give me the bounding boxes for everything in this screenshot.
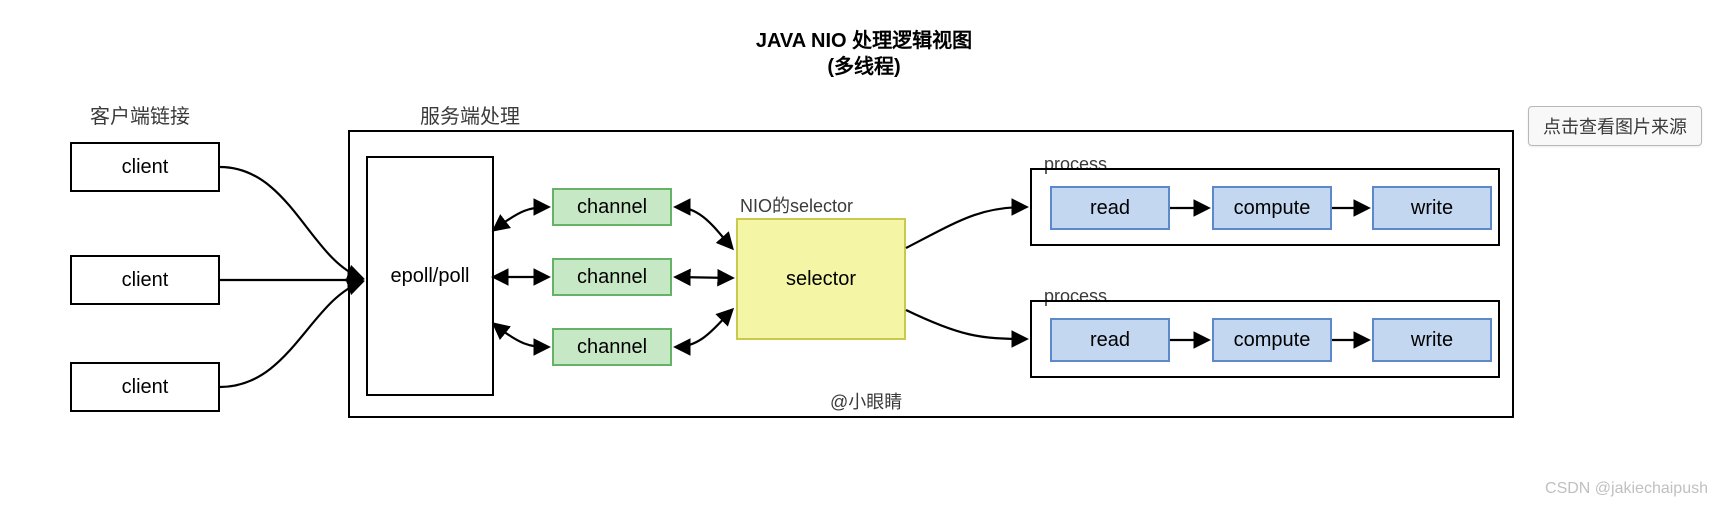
attribution-text: @小眼睛 [830,388,902,414]
diagram-title-line2: (多线程) [0,50,1728,79]
node-read-1: read [1050,186,1170,230]
view-source-badge[interactable]: 点击查看图片来源 [1528,106,1702,146]
label-client-section: 客户端链接 [90,100,190,129]
label-server-section: 服务端处理 [420,100,520,129]
node-epoll: epoll/poll [366,156,494,396]
node-compute-2: compute [1212,318,1332,362]
node-write-2: write [1372,318,1492,362]
edge-c3-epoll [220,282,362,387]
watermark-text: CSDN @jakiechaipush [1545,480,1708,498]
node-write-1: write [1372,186,1492,230]
label-selector: NIO的selector [740,192,853,218]
node-channel-2: channel [552,258,672,296]
node-client-3: client [70,362,220,412]
node-channel-3: channel [552,328,672,366]
node-read-2: read [1050,318,1170,362]
diagram-title-line1: JAVA NIO 处理逻辑视图 [0,24,1728,53]
node-client-2: client [70,255,220,305]
node-client-1: client [70,142,220,192]
node-channel-1: channel [552,188,672,226]
node-compute-1: compute [1212,186,1332,230]
edge-c1-epoll [220,167,362,278]
node-selector: selector [736,218,906,340]
